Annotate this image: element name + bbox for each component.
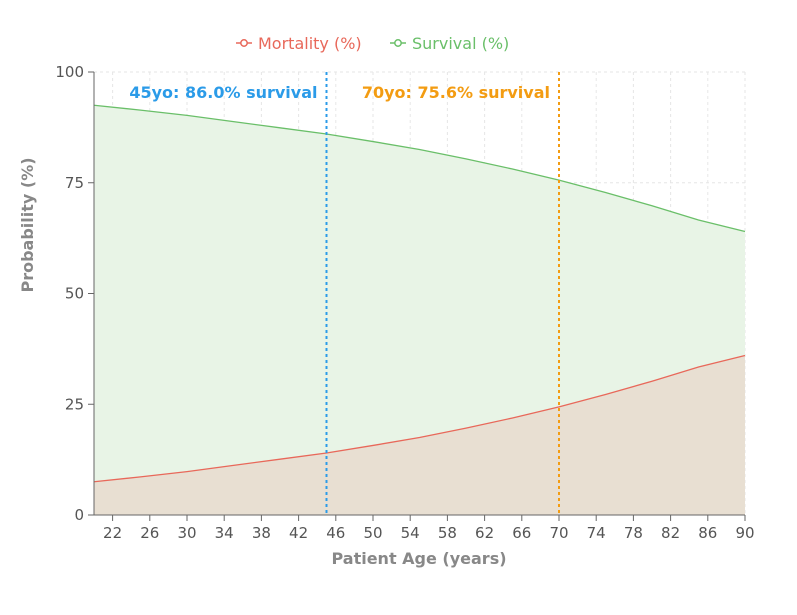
x-tick-label: 62 [475,524,494,542]
annotation-label: 70yo: 75.6% survival [362,83,550,102]
legend-label: Mortality (%) [258,34,362,53]
series-lines [93,104,746,483]
legend-label: Survival (%) [412,34,509,53]
y-tick-label: 75 [65,174,84,192]
y-tick-label: 0 [74,506,84,524]
x-tick-label: 82 [661,524,680,542]
legend-marker-icon [394,39,402,47]
x-tick-label: 50 [363,524,382,542]
y-tick-label: 25 [65,395,84,413]
x-tick-label: 58 [438,524,457,542]
x-tick-label: 42 [289,524,308,542]
x-tick-label: 70 [549,524,568,542]
series-line [93,104,746,233]
y-tick-label: 50 [65,285,84,303]
y-tick-label: 100 [55,63,84,81]
x-tick-label: 78 [624,524,643,542]
legend-item: Survival (%) [390,34,509,53]
x-axis-title: Patient Age (years) [331,549,506,568]
x-tick-label: 90 [735,524,754,542]
x-tick-label: 38 [252,524,271,542]
legend: Mortality (%) Survival (%) [236,34,509,53]
axes: 0 25 50 75 100 22 26 30 34 38 42 46 50 54 58 62 66 70 74 78… [55,63,754,542]
x-tick-label: 26 [140,524,159,542]
x-tick-label: 30 [177,524,196,542]
annotations: 45yo: 86.0% survival 70yo: 75.6% survival [129,72,560,515]
legend-item: Mortality (%) [236,34,362,53]
area-fill [94,355,745,515]
y-axis-title: Probability (%) [18,157,37,292]
x-tick-label: 66 [512,524,531,542]
annotation-label: 45yo: 86.0% survival [129,83,317,102]
x-tick-label: 46 [326,524,345,542]
x-tick-label: 74 [587,524,606,542]
series-line [93,354,746,483]
x-tick-label: 86 [698,524,717,542]
x-tick-label: 22 [103,524,122,542]
x-tick-label: 54 [401,524,420,542]
legend-marker-icon [240,39,248,47]
x-tick-label: 34 [215,524,234,542]
area-fills [94,105,745,515]
